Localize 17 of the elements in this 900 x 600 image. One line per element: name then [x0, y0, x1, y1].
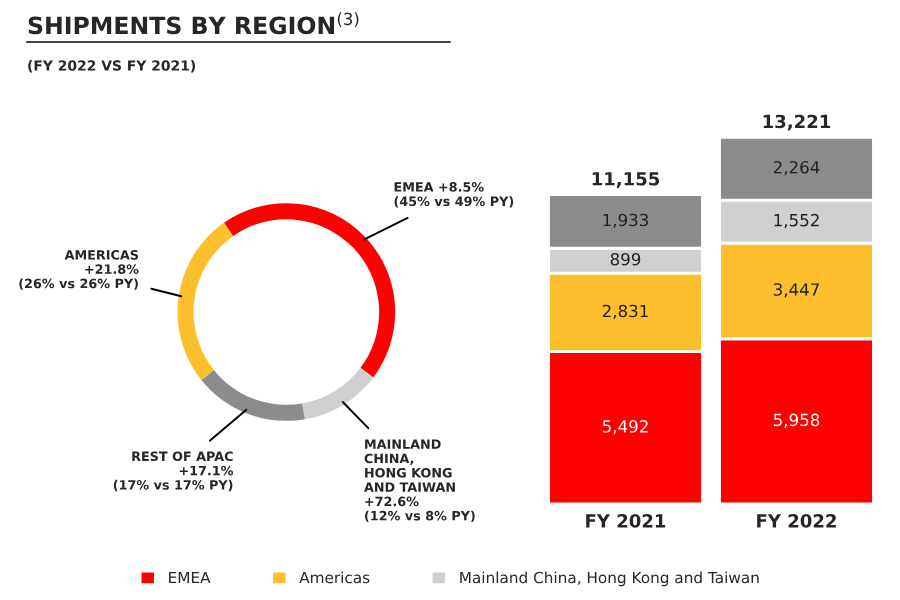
data-label: 3,447 — [773, 283, 819, 298]
data-label: 5,958 — [773, 413, 820, 428]
donut-slice — [201, 369, 305, 421]
donut-slice — [177, 222, 234, 380]
data-label: 899 — [610, 252, 641, 266]
data-label: 2,831 — [602, 304, 648, 319]
data-label: 1,933 — [603, 213, 649, 228]
donut-slice — [223, 203, 396, 378]
total-label: 13,221 — [763, 114, 831, 131]
total-label: 11,155 — [592, 172, 660, 188]
data-label: 5,492 — [602, 420, 648, 435]
chart-title: SHIPMENTS BY REGION$^{(3)}$ — [28, 12, 359, 35]
data-label: 2,264 — [773, 160, 820, 176]
data-label: 1,552 — [774, 213, 819, 229]
x-tick-label: FY 2021 — [586, 514, 666, 528]
x-tick-label: FY 2022 — [757, 514, 836, 528]
donut-slice — [302, 367, 374, 420]
